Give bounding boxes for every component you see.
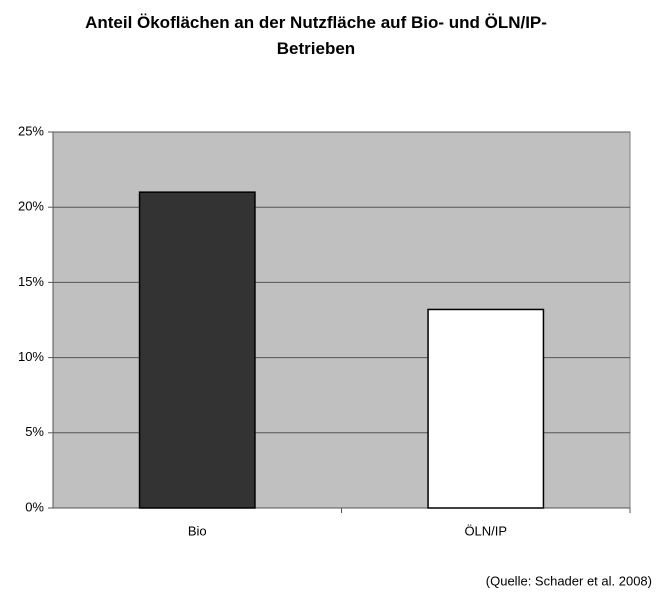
x-tick-label: ÖLN/IP (464, 523, 507, 538)
bar (138, 191, 256, 509)
y-tick-label: 0% (25, 499, 44, 514)
bar (427, 308, 545, 509)
x-tick-label: Bio (188, 523, 207, 538)
y-tick-label: 5% (25, 424, 44, 439)
y-tick-label: 20% (18, 199, 44, 214)
source-note: (Quelle: Schader et al. 2008) (486, 573, 652, 588)
y-tick-label: 10% (18, 349, 44, 364)
y-tick-label: 25% (18, 123, 44, 138)
chart-title: Anteil Ökoflächen an der Nutzfläche auf … (85, 13, 547, 58)
y-tick-label: 15% (18, 274, 44, 289)
